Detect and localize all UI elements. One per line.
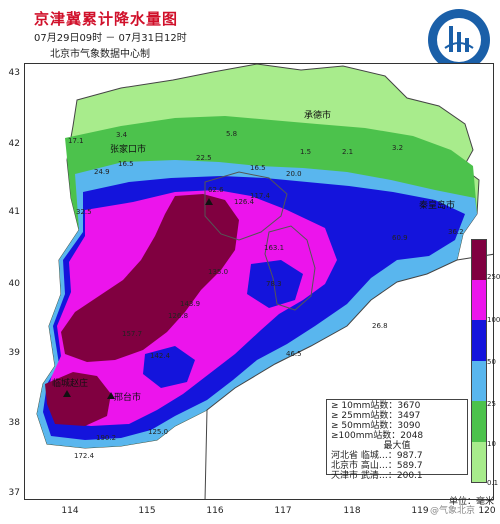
station-value: 62.6: [208, 186, 224, 194]
lat-tick-38: 38: [8, 418, 20, 428]
station-value: 36.2: [448, 228, 464, 236]
lat-tick-41: 41: [8, 207, 20, 217]
colorbar-100-250: [472, 280, 486, 320]
label-xingtai: 邢台市: [114, 393, 142, 403]
colorbar-gt250: [472, 240, 486, 280]
city-marker: [107, 392, 115, 399]
colorbar-25-50: [472, 361, 486, 401]
stats-100mm: ≥100mm站数：2048: [331, 431, 424, 441]
station-value: 20.0: [286, 170, 302, 178]
time-period: 07月29日09时 － 07月31日12时: [34, 33, 187, 44]
watermark: @气象北京: [430, 506, 476, 516]
region-map-svg: [36, 64, 493, 499]
station-value: 3.2: [392, 144, 404, 152]
lon-tick-120: 120: [478, 506, 496, 516]
lon-tick-119: 119: [411, 506, 429, 516]
stats-max-hebei: 河北省 临城…：987.7: [331, 451, 423, 461]
lon-tick-117: 117: [274, 506, 292, 516]
unit-label: 单位：毫米: [449, 497, 495, 507]
stats-max-beijing: 北京市 高山…：589.7: [331, 461, 423, 471]
colorbar-tick-250: 250: [487, 273, 500, 281]
colorbar-tick-0-1: 0.1: [487, 479, 499, 487]
station-value: 126.4: [234, 198, 255, 206]
data-source: 北京市气象数据中心制: [50, 49, 150, 60]
rain-100-250: [47, 190, 337, 426]
colorbar-tick-50: 50: [487, 358, 496, 366]
station-value: 5.8: [226, 130, 238, 138]
lat-tick-40: 40: [8, 279, 20, 289]
station-value: 135.0: [208, 268, 229, 276]
station-value: 163.1: [264, 244, 285, 252]
station-value: 157.7: [122, 330, 143, 338]
meteorological-service-logo: [428, 9, 490, 71]
station-value: 24.9: [94, 168, 110, 176]
lon-tick-115: 115: [138, 506, 156, 516]
lon-tick-116: 116: [206, 506, 224, 516]
city-marker: [205, 198, 213, 205]
station-value: 16.5: [250, 164, 266, 172]
station-value: 26.8: [372, 322, 388, 330]
rain-50-100-pocket: [247, 260, 303, 308]
lat-tick-39: 39: [8, 348, 20, 358]
precipitation-map: [24, 63, 494, 500]
colorbar-10-25: [472, 401, 486, 442]
stats-max-tianjin: 天津市 武清…：200.1: [331, 471, 423, 481]
city-marker: [63, 390, 71, 397]
station-value: 125.0: [148, 428, 169, 436]
label-zhangjiakou: 张家口市: [110, 145, 147, 155]
beijing-boundary: [204, 171, 288, 241]
station-value: 78.3: [266, 280, 282, 288]
tianjin-boundary: [264, 225, 316, 311]
label-linchengzhaozhuang: 临城赵庄: [52, 379, 89, 389]
precipitation-colorbar: [471, 239, 487, 483]
lat-tick-43: 43: [8, 68, 20, 78]
map-title: 京津冀累计降水量图: [34, 10, 179, 28]
station-value: 22.5: [196, 154, 212, 162]
station-value: 32.5: [76, 208, 92, 216]
station-value: 142.4: [150, 352, 171, 360]
rain-50-100-pocket-south: [143, 346, 195, 388]
station-value: 190.2: [96, 434, 117, 442]
colorbar-50-100: [472, 320, 486, 361]
station-value: 3.4: [116, 131, 128, 139]
lon-tick-118: 118: [343, 506, 361, 516]
station-value: 117.4: [250, 192, 271, 200]
station-value: 16.5: [118, 160, 134, 168]
colorbar-tick-100: 100: [487, 316, 500, 324]
station-value: 126.8: [168, 312, 189, 320]
lon-tick-114: 114: [61, 506, 79, 516]
colorbar-lt10: [472, 442, 486, 482]
rain-gt-250-south: [45, 372, 111, 426]
station-stats-box: ≥ 10mm站数：3670 ≥ 25mm站数：3497 ≥ 50mm站数：309…: [326, 399, 468, 481]
station-value: 60.9: [392, 234, 408, 242]
stats-50mm: ≥ 50mm站数：3090: [331, 421, 421, 431]
colorbar-tick-10: 10: [487, 440, 496, 448]
station-value: 46.5: [286, 350, 302, 358]
station-value: 172.4: [74, 452, 95, 460]
colorbar-tick-25: 25: [487, 400, 496, 408]
station-value: 2.1: [342, 148, 354, 156]
station-value: 1.5: [300, 148, 312, 156]
station-value: 17.1: [68, 137, 84, 145]
lat-tick-42: 42: [8, 139, 20, 149]
rain-gt-250-north: [181, 208, 225, 246]
label-chengde: 承德市: [304, 111, 332, 121]
lat-tick-37: 37: [8, 488, 20, 498]
label-qinhuangdao: 秦皇岛市: [419, 201, 456, 211]
station-value: 143.9: [180, 300, 201, 308]
stats-25mm: ≥ 25mm站数：3497: [331, 411, 421, 421]
stats-max-heading: 最大值: [383, 441, 411, 451]
stats-10mm: ≥ 10mm站数：3670: [331, 401, 421, 411]
